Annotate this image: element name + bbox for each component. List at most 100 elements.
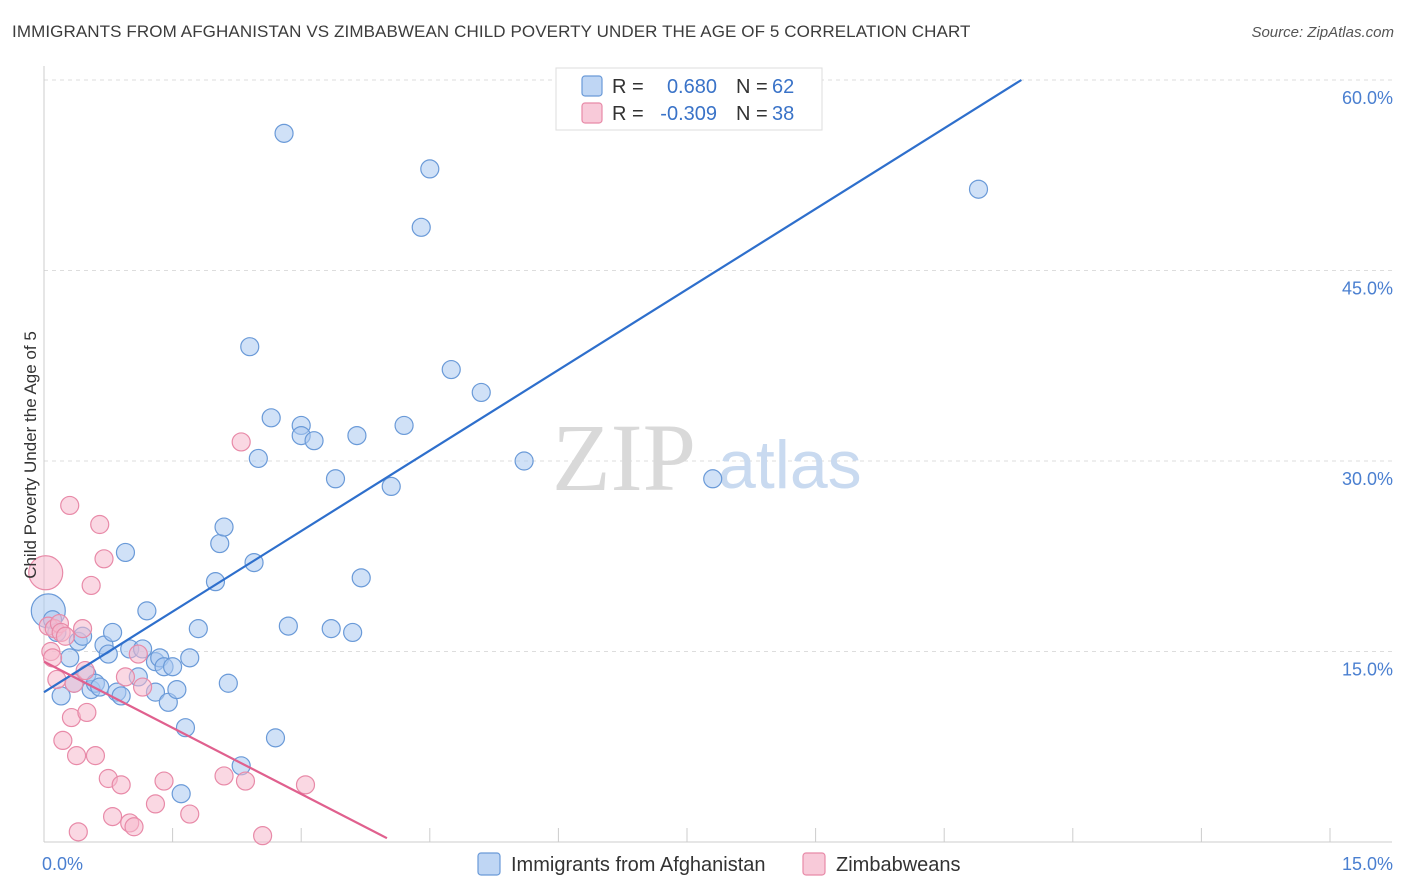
point-afghanistan	[265, 728, 286, 748]
point-afghanistan	[167, 679, 187, 700]
point-zimbabwe	[94, 549, 114, 569]
legend-box: R = 0.680 N = 62 R = -0.309 N = 38	[555, 67, 823, 131]
point-afghanistan	[188, 619, 208, 639]
point-zimbabwe	[77, 702, 97, 723]
point-afghanistan	[214, 517, 234, 537]
point-zimbabwe	[55, 626, 76, 646]
point-afghanistan	[240, 337, 260, 357]
point-afghanistan	[420, 159, 440, 179]
source-credit: Source: ZipAtlas.com	[1251, 24, 1394, 41]
legend-n-value: 38	[772, 103, 794, 125]
point-afghanistan	[274, 123, 294, 143]
point-zimbabwe	[124, 817, 144, 837]
point-afghanistan	[180, 648, 200, 668]
x-tick-labels: 0.0% 15.0%	[42, 854, 1393, 874]
y-axis-label: Child Poverty Under the Age of 5	[21, 331, 40, 579]
point-zimbabwe	[81, 575, 101, 596]
point-afghanistan	[115, 542, 136, 563]
point-afghanistan	[163, 657, 183, 677]
trend-line-afghanistan	[43, 79, 1022, 694]
point-zimbabwe	[235, 771, 256, 791]
point-afghanistan	[347, 426, 367, 446]
point-afghanistan	[171, 784, 191, 804]
point-afghanistan	[137, 601, 157, 621]
legend-row-afghanistan: R = 0.680 N = 62	[581, 75, 794, 98]
legend-r-value: 0.680	[667, 76, 717, 98]
point-zimbabwe	[85, 746, 106, 766]
watermark: ZIP atlas	[552, 404, 862, 511]
point-afghanistan	[60, 648, 80, 668]
legend-n-value: 62	[772, 76, 794, 98]
watermark-zip: ZIP	[552, 404, 696, 511]
legend-r-value: -0.309	[660, 103, 717, 125]
point-zimbabwe	[214, 766, 234, 786]
point-zimbabwe	[154, 771, 174, 791]
point-zimbabwe	[145, 794, 166, 814]
point-zimbabwe	[60, 495, 80, 516]
point-zimbabwe	[128, 644, 148, 664]
x-tick-label: 0.0%	[42, 854, 83, 874]
point-zimbabwe	[68, 822, 88, 842]
series-zimbabwe-points	[28, 432, 316, 846]
point-afghanistan	[325, 469, 346, 489]
series-afghanistan-points	[30, 123, 989, 804]
legend-r-label: R =	[612, 103, 644, 125]
trend-lines	[43, 79, 1022, 840]
trend-line-zimbabwe	[43, 660, 388, 840]
point-afghanistan	[321, 619, 341, 639]
point-zimbabwe	[72, 619, 93, 639]
point-zimbabwe	[42, 648, 63, 668]
point-zimbabwe	[115, 667, 136, 687]
point-afghanistan	[343, 622, 363, 643]
watermark-atlas: atlas	[718, 427, 862, 503]
point-zimbabwe	[132, 677, 153, 697]
y-tick-label: 60.0%	[1342, 88, 1393, 108]
bottom-legend: Immigrants from Afghanistan Zimbabweans	[477, 852, 961, 876]
point-afghanistan	[351, 568, 371, 588]
point-zimbabwe	[111, 775, 131, 795]
point-afghanistan	[304, 431, 324, 451]
point-afghanistan	[703, 469, 723, 489]
point-zimbabwe	[53, 730, 73, 751]
y-tick-labels: 15.0% 30.0% 45.0% 60.0%	[1342, 88, 1393, 680]
point-afghanistan	[471, 382, 491, 403]
point-zimbabwe	[180, 804, 200, 824]
bottom-legend-label-afghanistan: Immigrants from Afghanistan	[511, 854, 766, 876]
point-zimbabwe	[102, 806, 123, 827]
legend-n-label: N =	[736, 76, 768, 98]
point-zimbabwe	[75, 660, 95, 681]
chart-title: IMMIGRANTS FROM AFGHANISTAN VS ZIMBABWEA…	[12, 22, 971, 41]
point-afghanistan	[441, 359, 461, 380]
point-afghanistan	[968, 179, 989, 199]
bottom-legend-swatch-afghanistan	[477, 852, 501, 876]
point-zimbabwe	[66, 746, 87, 766]
legend-r-label: R =	[612, 76, 644, 98]
point-afghanistan	[210, 533, 230, 554]
point-afghanistan	[261, 408, 281, 428]
y-tick-label: 30.0%	[1342, 469, 1393, 489]
bottom-legend-swatch-zimbabwe	[802, 852, 826, 876]
y-tick-label: 15.0%	[1342, 660, 1393, 680]
bottom-legend-label-zimbabwe: Zimbabweans	[836, 854, 961, 876]
point-zimbabwe	[295, 775, 316, 795]
point-zimbabwe	[253, 826, 273, 846]
x-tick-label: 15.0%	[1342, 854, 1393, 874]
point-zimbabwe	[28, 555, 64, 591]
point-zimbabwe	[231, 432, 251, 452]
y-tick-label: 45.0%	[1342, 279, 1393, 299]
legend-n-label: N =	[736, 103, 768, 125]
point-afghanistan	[278, 616, 298, 636]
point-afghanistan	[411, 217, 431, 237]
point-afghanistan	[248, 448, 268, 469]
point-afghanistan	[102, 622, 123, 643]
legend-swatch-afghanistan	[581, 75, 603, 97]
point-afghanistan	[514, 451, 534, 471]
point-zimbabwe	[90, 514, 110, 535]
point-afghanistan	[394, 415, 414, 436]
legend-swatch-zimbabwe	[581, 102, 603, 124]
point-afghanistan	[205, 572, 226, 592]
point-afghanistan	[218, 673, 238, 693]
legend-row-zimbabwe: R = -0.309 N = 38	[581, 102, 794, 125]
point-afghanistan	[381, 476, 401, 496]
